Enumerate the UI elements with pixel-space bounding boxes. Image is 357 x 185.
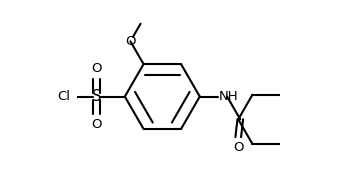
Text: S: S <box>92 89 101 104</box>
Text: Cl: Cl <box>57 90 70 103</box>
Text: O: O <box>91 62 102 75</box>
Text: NH: NH <box>218 90 238 103</box>
Text: O: O <box>125 35 136 48</box>
Text: O: O <box>233 141 243 154</box>
Text: O: O <box>91 118 102 131</box>
